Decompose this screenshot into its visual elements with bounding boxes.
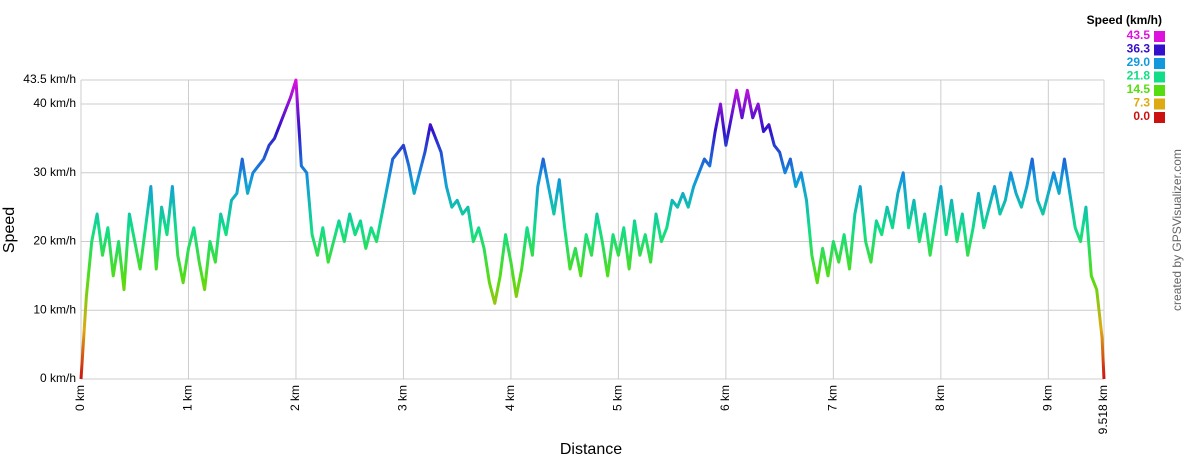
legend-label: 0.0	[1133, 109, 1150, 123]
legend-label: 21.8	[1127, 69, 1151, 83]
legend-label: 7.3	[1133, 96, 1150, 110]
x-tick-label: 0 km	[73, 385, 87, 411]
x-tick-label: 8 km	[933, 385, 947, 411]
x-tick-label: 4 km	[503, 385, 517, 411]
y-tick-label: 0 km/h	[40, 371, 76, 385]
speed-line	[79, 78, 1106, 380]
x-tick-label: 5 km	[611, 385, 625, 411]
legend-label: 36.3	[1127, 42, 1151, 56]
y-axis-label: Speed	[1, 207, 18, 253]
y-tick-label: 40 km/h	[33, 96, 76, 110]
legend-swatch	[1154, 112, 1165, 123]
x-axis-label: Distance	[560, 441, 622, 458]
x-tick-label: 1 km	[181, 385, 195, 411]
x-tick-label: 9 km	[1040, 385, 1054, 411]
credit: created by GPSVisualizer.com	[1170, 149, 1184, 311]
legend-title: Speed (km/h)	[1087, 13, 1162, 27]
legend-swatch	[1154, 71, 1165, 83]
x-tick-label: 7 km	[826, 385, 840, 411]
legend-label: 43.5	[1127, 28, 1151, 42]
legend-label: 14.5	[1127, 82, 1151, 96]
y-tick-label: 30 km/h	[33, 165, 76, 179]
legend-swatch	[1154, 58, 1165, 69]
y-tick-label: 43.5 km/h	[23, 72, 76, 86]
legend-swatch	[1154, 98, 1165, 110]
x-tick-label: 2 km	[288, 385, 302, 411]
x-tick-label: 6 km	[718, 385, 732, 411]
legend-label: 29.0	[1127, 55, 1151, 69]
legend-swatch	[1154, 31, 1165, 42]
x-tick-label: 3 km	[396, 385, 410, 411]
y-tick-label: 20 km/h	[33, 234, 76, 248]
y-tick-label: 10 km/h	[33, 302, 76, 316]
legend-swatch	[1154, 85, 1165, 96]
legend-swatch	[1154, 44, 1165, 56]
x-tick-label: 9.518 km	[1096, 385, 1110, 434]
